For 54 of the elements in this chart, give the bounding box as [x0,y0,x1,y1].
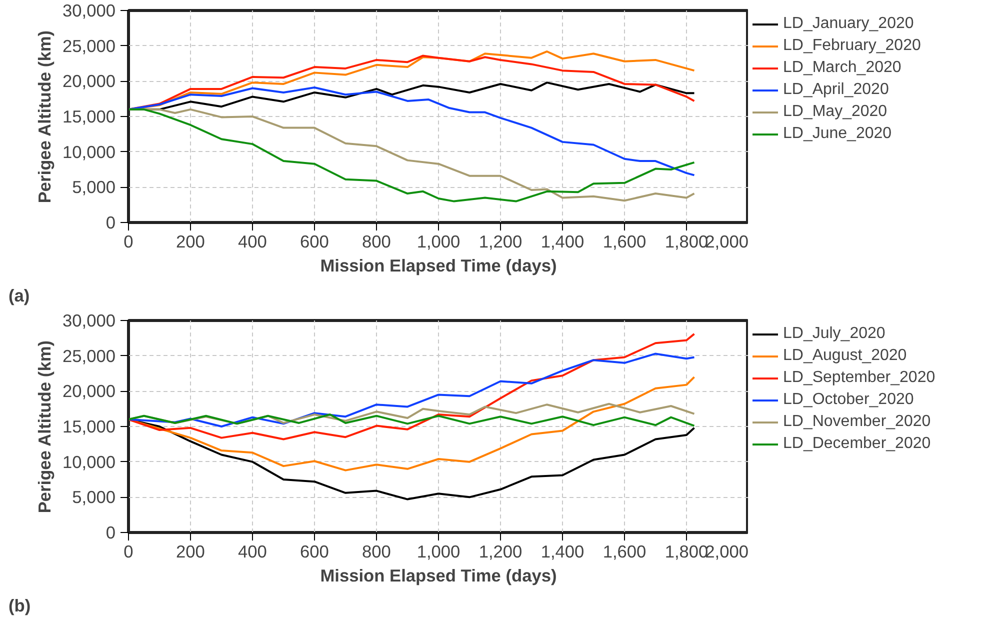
x-tick-label: 600 [300,542,329,562]
x-tick-label: 400 [238,542,267,562]
legend-label: LD_July_2020 [783,325,886,343]
legend-label: LD_December_2020 [783,435,931,453]
x-tick-label: 0 [124,542,134,562]
x-tick-label: 1,400 [540,542,584,562]
x-tick-label: 800 [362,232,391,252]
y-axis-title: Perigee Altitude (km) [34,340,54,514]
text: (b) [8,596,31,616]
legend-label: LD_February_2020 [783,37,921,55]
y-tick-label: 0 [106,212,116,232]
legend-label: LD_August_2020 [783,347,907,365]
y-tick-label: 0 [106,522,116,542]
x-tick-label: 600 [300,232,329,252]
x-axis-title: Mission Elapsed Time (days) [320,566,557,586]
y-tick-label: 10,000 [62,142,116,162]
x-tick-label: 800 [362,542,391,562]
y-tick-label: 15,000 [62,416,116,436]
x-tick-label: 1,600 [602,542,646,562]
y-tick-label: 20,000 [62,381,116,402]
y-tick-label: 30,000 [62,0,116,20]
x-tick-label: 1,400 [540,232,584,252]
x-tick-label: 200 [176,232,205,252]
legend-label: LD_May_2020 [783,103,888,121]
legend-label: LD_March_2020 [783,59,902,77]
legend-label: LD_September_2020 [783,369,936,387]
x-tick-label: 400 [238,232,267,252]
line-series [128,86,696,176]
x-tick-label: 1,600 [602,232,646,252]
x-tick-label: 1,000 [416,542,460,562]
x-tick-label: 200 [176,542,205,562]
line-series [128,352,696,428]
legend-label: LD_November_2020 [783,413,931,431]
x-axis-title: Mission Elapsed Time (days) [320,256,557,276]
x-tick-label: 0 [124,232,134,252]
text: (a) [8,286,30,306]
y-tick-label: 30,000 [62,310,116,330]
line-series [128,413,696,427]
x-tick-label: 1,000 [416,232,460,252]
x-tick-label: 1,200 [478,542,522,562]
x-tick-label: 1,200 [478,232,522,252]
legend-label: LD_October_2020 [783,391,914,409]
y-tick-label: 5,000 [72,177,116,198]
y-tick-label: 25,000 [62,346,116,366]
legend-label: LD_January_2020 [783,15,914,33]
legend-label: LD_April_2020 [783,81,889,99]
y-tick-label: 15,000 [62,106,116,126]
line-series [128,332,696,440]
y-axis-title: Perigee Altitude (km) [34,30,54,204]
y-tick-label: 5,000 [72,487,116,508]
legend-label: LD_June_2020 [783,125,892,143]
y-tick-label: 25,000 [62,36,116,56]
y-tick-label: 20,000 [62,71,116,92]
y-tick-label: 10,000 [62,452,116,472]
